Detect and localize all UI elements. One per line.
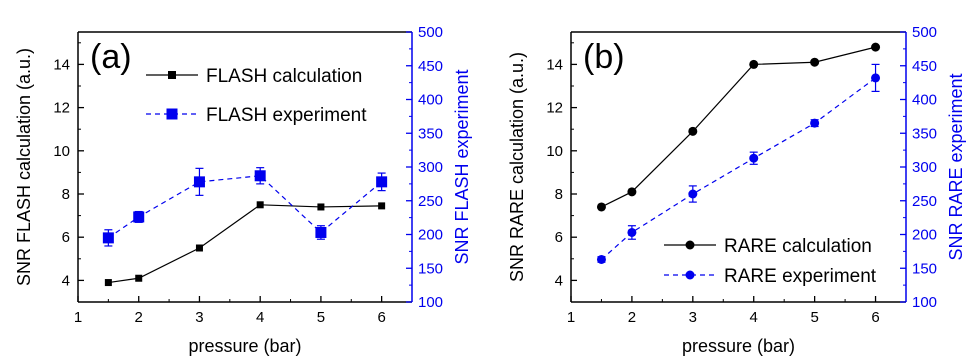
legend-marker	[168, 71, 176, 79]
y-right-tick-label: 100	[418, 294, 443, 311]
data-point	[627, 227, 637, 237]
data-point	[104, 279, 112, 287]
y-right-tick-label: 300	[418, 159, 443, 176]
data-point	[378, 202, 386, 210]
y-left-tick-label: 12	[546, 100, 563, 117]
data-point	[749, 153, 759, 163]
y-right-tick-label: 500	[418, 24, 443, 41]
legend: FLASH calculation FLASH experiment	[146, 66, 367, 126]
panel-label: (b)	[583, 38, 625, 76]
y-right-tick-label: 300	[912, 159, 937, 176]
y-left-tick-label: 8	[62, 186, 70, 203]
y-left-axis-label: SNR FLASH calculation (a.u.)	[14, 48, 34, 286]
series-rare-calculation	[596, 42, 881, 212]
y-right-tick-label: 450	[418, 58, 443, 75]
x-tick-label: 1	[74, 309, 82, 326]
y-right-tick-label: 500	[912, 24, 937, 41]
data-point	[871, 42, 881, 52]
y-right-tick-label: 100	[912, 294, 937, 311]
data-point	[195, 244, 203, 252]
data-point	[596, 254, 606, 264]
y-left-tick-label: 10	[546, 143, 563, 160]
y-left-tick-label: 12	[53, 100, 70, 117]
y-right-tick-label: 150	[912, 260, 937, 277]
y-right-tick-label: 350	[912, 125, 937, 142]
panel-label: (a)	[90, 38, 132, 76]
y-right-tick-label: 150	[418, 260, 443, 277]
series-flash-calculation	[104, 201, 386, 287]
legend-marker	[685, 270, 695, 280]
y-right-tick-label: 200	[912, 227, 937, 244]
data-point	[254, 170, 266, 182]
y-right-axis-label: SNR FLASH experiment	[452, 69, 472, 264]
x-tick-label: 2	[135, 309, 143, 326]
x-tick-label: 4	[750, 309, 758, 326]
y-left-tick-label: 6	[62, 229, 70, 246]
legend-label: RARE calculation	[724, 236, 872, 257]
legend-label: RARE experiment	[724, 266, 877, 287]
y-right-tick-label: 400	[418, 92, 443, 109]
y-right-axis-label: SNR RARE experiment	[946, 73, 966, 260]
data-point	[317, 203, 325, 211]
legend-label: FLASH calculation	[206, 66, 362, 87]
series-line	[601, 46, 876, 208]
x-axis-label: pressure (bar)	[682, 336, 795, 356]
y-right-tick-label: 350	[418, 125, 443, 142]
data-point	[810, 57, 820, 67]
data-point	[102, 232, 114, 244]
data-point	[596, 202, 606, 212]
data-point	[688, 126, 698, 136]
y-left-tick-label: 8	[555, 186, 563, 203]
legend: RARE calculation RARE experiment	[664, 236, 877, 287]
x-tick-label: 2	[628, 309, 636, 326]
legend-label: FLASH experiment	[206, 105, 367, 126]
y-left-tick-label: 4	[62, 272, 70, 289]
data-point	[376, 176, 388, 188]
y-left-tick-label: 4	[555, 272, 563, 289]
x-axis-label: pressure (bar)	[188, 336, 301, 356]
series-rare-experiment	[596, 63, 881, 264]
y-left-tick-label: 14	[546, 56, 563, 73]
y-right-tick-label: 250	[418, 193, 443, 210]
x-tick-label: 6	[377, 309, 385, 326]
data-point	[871, 73, 881, 83]
x-tick-label: 1	[567, 309, 575, 326]
data-point	[135, 274, 143, 282]
x-tick-label: 3	[195, 309, 203, 326]
data-point	[193, 176, 205, 188]
data-point	[627, 187, 637, 197]
x-tick-label: 5	[317, 309, 325, 326]
y-left-tick-label: 10	[53, 143, 70, 160]
y-left-tick-label: 6	[555, 229, 563, 246]
y-right-tick-label: 450	[912, 58, 937, 75]
data-point	[315, 226, 327, 238]
y-right-tick-label: 400	[912, 92, 937, 109]
legend-marker	[685, 240, 695, 250]
chart-panel-a: 1 2 3 4 5 64681012141001502002503003504004505…	[14, 24, 472, 356]
y-left-axis-label: SNR RARE calculation (a.u.)	[507, 52, 527, 282]
series-flash-experiment	[102, 167, 388, 247]
data-point	[688, 189, 698, 199]
x-tick-label: 5	[810, 309, 818, 326]
x-tick-label: 3	[689, 309, 697, 326]
series-line	[601, 77, 876, 260]
legend-marker	[166, 108, 178, 120]
y-right-tick-label: 200	[418, 227, 443, 244]
data-point	[749, 59, 759, 69]
x-tick-label: 6	[871, 309, 879, 326]
x-tick-label: 4	[256, 309, 264, 326]
y-left-tick-label: 14	[53, 56, 70, 73]
chart-panel-b: 1 2 3 4 5 64681012141001502002503003504004505…	[507, 24, 966, 356]
data-point	[133, 211, 145, 223]
series-line	[108, 204, 382, 284]
data-point	[810, 118, 820, 128]
data-point	[256, 201, 264, 209]
y-right-tick-label: 250	[912, 193, 937, 210]
